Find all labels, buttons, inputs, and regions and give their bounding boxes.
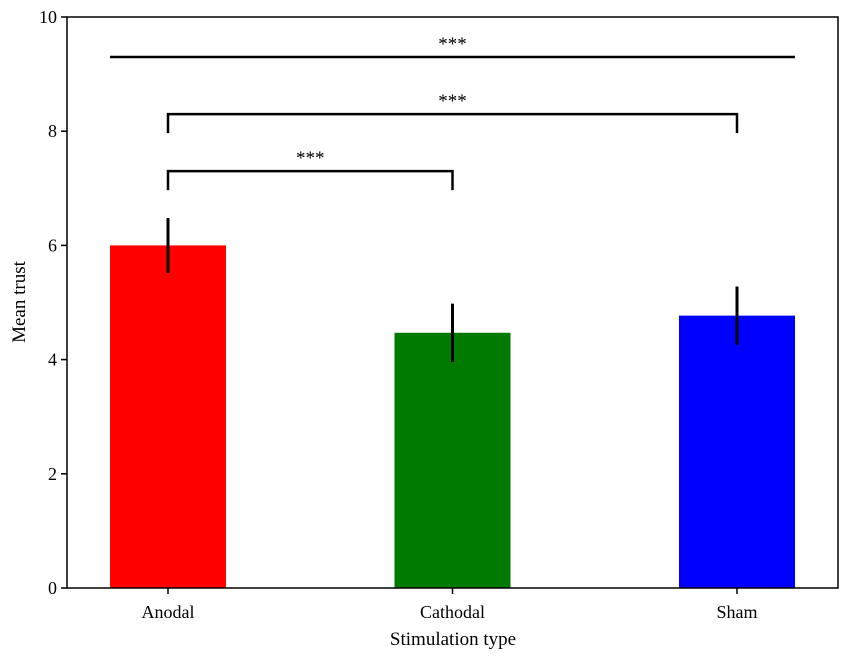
significance-layer: *** *** *** bbox=[110, 34, 795, 191]
bars-layer bbox=[110, 245, 795, 588]
x-tick-label: Cathodal bbox=[420, 602, 485, 622]
y-tick-label: 2 bbox=[48, 464, 57, 484]
significance-bracket bbox=[166, 112, 739, 134]
significance-bracket bbox=[166, 169, 454, 191]
y-tick-label: 8 bbox=[48, 121, 57, 141]
y-tick-label: 6 bbox=[48, 235, 57, 255]
y-axis: 0 2 4 6 8 10 bbox=[39, 7, 67, 598]
bar-cathodal bbox=[394, 332, 511, 588]
significance-label: *** bbox=[438, 91, 467, 112]
x-tick-label: Sham bbox=[716, 602, 757, 622]
significance-label: *** bbox=[438, 34, 467, 55]
bar-sham bbox=[679, 315, 795, 588]
y-tick-label: 10 bbox=[39, 7, 57, 27]
x-axis-title: Stimulation type bbox=[390, 629, 516, 650]
y-axis-title: Mean trust bbox=[9, 260, 30, 343]
x-tick-label: Anodal bbox=[142, 602, 195, 622]
error-bars-layer bbox=[166, 217, 739, 362]
significance-label: *** bbox=[296, 148, 325, 169]
y-tick-label: 0 bbox=[48, 578, 57, 598]
bar-anodal bbox=[110, 245, 226, 588]
y-tick-label: 4 bbox=[48, 350, 57, 370]
x-axis: Anodal Cathodal Sham bbox=[142, 588, 758, 622]
